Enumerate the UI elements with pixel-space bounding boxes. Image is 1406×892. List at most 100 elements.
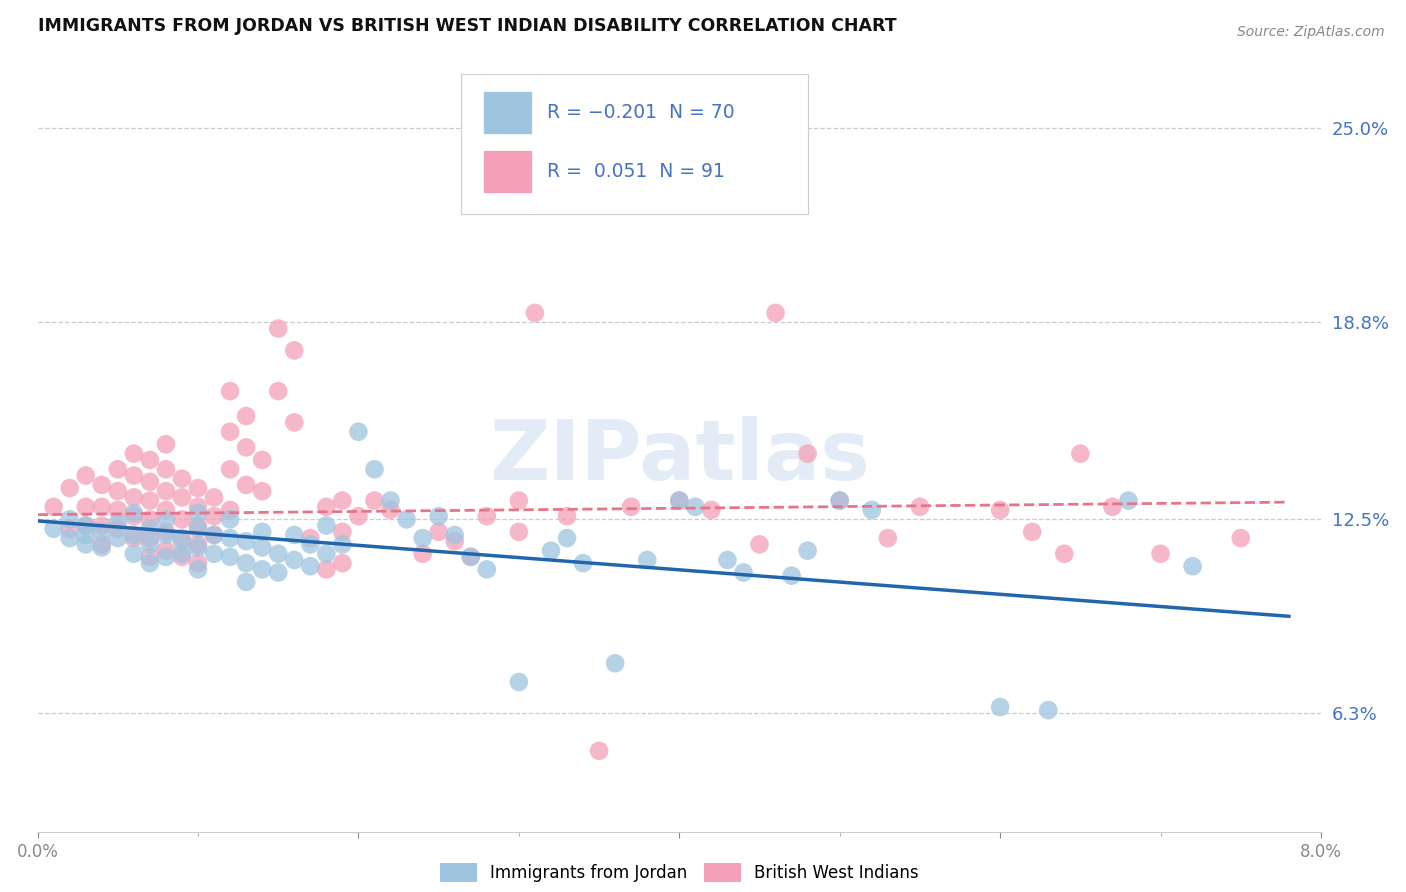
Point	[572, 556, 595, 570]
Point	[75, 518, 97, 533]
Point	[363, 462, 385, 476]
Point	[443, 528, 465, 542]
Point	[170, 547, 193, 561]
Point	[107, 462, 129, 476]
Point	[299, 531, 322, 545]
Point	[555, 509, 578, 524]
Point	[107, 484, 129, 499]
Point	[170, 549, 193, 564]
Point	[748, 537, 770, 551]
Text: ZIPatlas: ZIPatlas	[489, 417, 870, 497]
Point	[90, 537, 112, 551]
Point	[187, 541, 209, 555]
Point	[170, 512, 193, 526]
Point	[122, 491, 145, 505]
Point	[219, 531, 242, 545]
Point	[187, 537, 209, 551]
Point	[250, 453, 273, 467]
Text: Source: ZipAtlas.com: Source: ZipAtlas.com	[1237, 25, 1385, 39]
Point	[267, 321, 290, 335]
Point	[1181, 559, 1204, 574]
Point	[219, 503, 242, 517]
Point	[187, 500, 209, 514]
Point	[187, 506, 209, 520]
Point	[412, 547, 434, 561]
Point	[700, 503, 723, 517]
Point	[202, 547, 225, 561]
Point	[235, 409, 257, 423]
Point	[139, 475, 162, 489]
Point	[668, 493, 690, 508]
Point	[139, 493, 162, 508]
Point	[75, 468, 97, 483]
Point	[139, 549, 162, 564]
Point	[668, 493, 690, 508]
Point	[75, 500, 97, 514]
Point	[796, 447, 818, 461]
Point	[475, 509, 498, 524]
Point	[122, 531, 145, 545]
Point	[122, 547, 145, 561]
Point	[332, 537, 354, 551]
Point	[1101, 500, 1123, 514]
Point	[733, 566, 755, 580]
Point	[508, 524, 530, 539]
Point	[876, 531, 898, 545]
Point	[347, 425, 370, 439]
Point	[219, 512, 242, 526]
Point	[267, 384, 290, 398]
Point	[107, 522, 129, 536]
Text: R =  0.051  N = 91: R = 0.051 N = 91	[547, 161, 725, 181]
Point	[170, 531, 193, 545]
Point	[380, 503, 402, 517]
Point	[1021, 524, 1043, 539]
Point	[299, 559, 322, 574]
Point	[427, 509, 450, 524]
Legend: Immigrants from Jordan, British West Indians: Immigrants from Jordan, British West Ind…	[440, 863, 918, 882]
Point	[860, 503, 883, 517]
Text: IMMIGRANTS FROM JORDAN VS BRITISH WEST INDIAN DISABILITY CORRELATION CHART: IMMIGRANTS FROM JORDAN VS BRITISH WEST I…	[38, 17, 896, 35]
Point	[155, 437, 177, 451]
Point	[395, 512, 418, 526]
Point	[1229, 531, 1251, 545]
Point	[267, 547, 290, 561]
Point	[250, 524, 273, 539]
Point	[59, 531, 82, 545]
Point	[283, 416, 305, 430]
Point	[187, 481, 209, 495]
Point	[828, 493, 851, 508]
Point	[523, 306, 546, 320]
Point	[412, 531, 434, 545]
Point	[187, 518, 209, 533]
Point	[202, 528, 225, 542]
Point	[780, 568, 803, 582]
Point	[90, 478, 112, 492]
Point	[139, 453, 162, 467]
Point	[555, 531, 578, 545]
Point	[427, 524, 450, 539]
Point	[155, 503, 177, 517]
Point	[139, 522, 162, 536]
Point	[347, 509, 370, 524]
Point	[508, 675, 530, 690]
Point	[1069, 447, 1091, 461]
Point	[155, 528, 177, 542]
Point	[250, 562, 273, 576]
Point	[267, 566, 290, 580]
Point	[90, 500, 112, 514]
Point	[636, 553, 658, 567]
Point	[90, 541, 112, 555]
Point	[250, 484, 273, 499]
Point	[283, 343, 305, 358]
Point	[187, 562, 209, 576]
Point	[59, 481, 82, 495]
Point	[283, 528, 305, 542]
Point	[235, 534, 257, 549]
Point	[139, 531, 162, 545]
Point	[59, 522, 82, 536]
Point	[59, 512, 82, 526]
Point	[988, 503, 1011, 517]
Point	[460, 549, 482, 564]
Point	[235, 478, 257, 492]
Point	[443, 534, 465, 549]
